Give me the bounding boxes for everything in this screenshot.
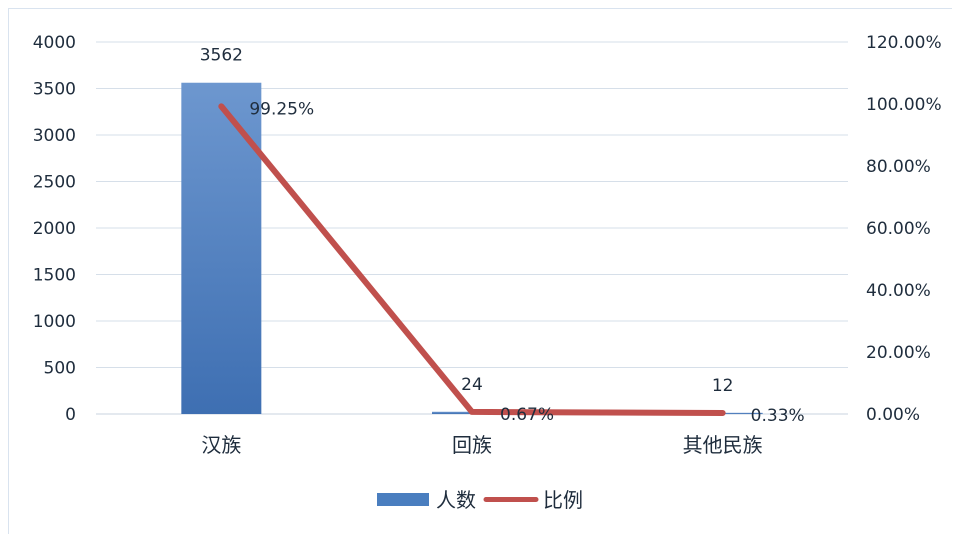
right-axis-ticks: 0.00% 20.00% 40.00% 60.00% 80.00% 100.00% 120.… [866, 33, 942, 425]
left-tick-label: 3000 [33, 126, 76, 146]
bar-value-label: 12 [712, 376, 734, 396]
left-tick-label: 2500 [33, 173, 76, 193]
bar [181, 82, 262, 414]
legend-swatch-bar [377, 493, 429, 506]
legend: 人数 比例 [377, 488, 583, 512]
left-tick-label: 1000 [33, 312, 76, 332]
category-label: 其他民族 [683, 433, 763, 457]
bar-value-label: 24 [461, 375, 483, 395]
chart-frame [8, 8, 952, 534]
line-value-label: 0.33% [751, 406, 805, 426]
left-tick-label: 1500 [33, 266, 76, 286]
line-path [218, 103, 726, 416]
left-tick-label: 0 [65, 405, 76, 425]
right-tick-label: 0.00% [866, 405, 920, 425]
category-label: 回族 [452, 433, 492, 457]
bar-series [181, 82, 763, 414]
right-tick-label: 20.00% [866, 343, 931, 363]
left-tick-label: 500 [44, 359, 76, 379]
right-tick-label: 100.00% [866, 95, 942, 115]
left-tick-label: 2000 [33, 219, 76, 239]
right-tick-label: 60.00% [866, 219, 931, 239]
line-series [218, 103, 726, 416]
legend-label-bar: 人数 [436, 488, 476, 512]
right-tick-label: 40.00% [866, 281, 931, 301]
bar-data-labels: 3562 24 12 [200, 46, 734, 396]
right-tick-label: 80.00% [866, 157, 931, 177]
right-tick-label: 120.00% [866, 33, 942, 53]
bar-value-label: 3562 [200, 46, 243, 66]
left-tick-label: 4000 [33, 33, 76, 53]
left-tick-label: 3500 [33, 80, 76, 100]
line-data-labels: 99.25% 0.67% 0.33% [249, 99, 804, 426]
line-value-label: 0.67% [500, 405, 554, 425]
legend-label-line: 比例 [543, 488, 583, 512]
category-label: 汉族 [201, 433, 241, 457]
category-labels: 汉族 回族 其他民族 [201, 433, 762, 457]
left-axis-ticks: 0 500 1000 1500 2000 2500 3000 3500 4000 [33, 33, 76, 425]
line-value-label: 99.25% [249, 99, 314, 119]
